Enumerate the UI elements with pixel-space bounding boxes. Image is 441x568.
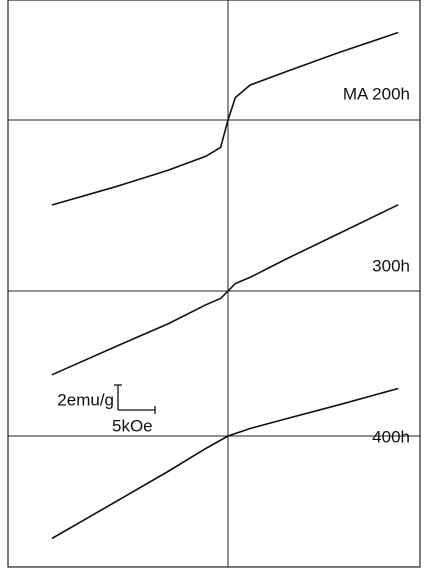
frame: [7, 0, 421, 568]
scale-bar-y-label: 2emu/g: [57, 390, 114, 409]
scale-bar-x-label: 5kOe: [112, 416, 153, 435]
sample-label: 300h: [372, 256, 410, 275]
magnetization-curve: [51, 31, 399, 206]
magnetization-curve: [51, 204, 399, 376]
magnetization-curve: [51, 387, 399, 540]
sample-label: MA 200h: [343, 84, 410, 103]
sample-label: 400h: [372, 427, 410, 446]
